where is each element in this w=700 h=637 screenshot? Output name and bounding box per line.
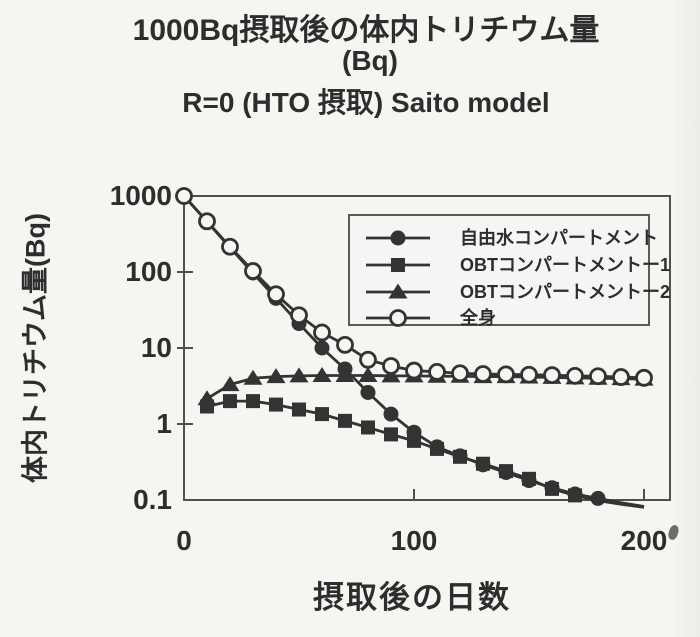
marker-filled-square (384, 427, 398, 442)
marker-open-circle (405, 361, 423, 380)
marker-filled-circle (567, 486, 583, 502)
marker-filled-triangle (266, 368, 286, 384)
marker-filled-circle (544, 480, 560, 496)
marker-open-circle (474, 365, 492, 383)
marker-filled-square (223, 394, 237, 409)
legend-label-whole-body: 全身 (460, 308, 496, 328)
marker-filled-triangle (289, 367, 309, 383)
marker-filled-triangle (220, 376, 240, 392)
chart-title: 1000Bq摂取後の体内トリチウム量 (132, 14, 600, 47)
legend-marker-filled-triangle (366, 283, 430, 299)
marker-filled-triangle (243, 369, 263, 385)
marker-open-circle (428, 362, 446, 381)
page-edge-shade (672, 0, 700, 637)
marker-filled-circle (498, 465, 514, 481)
marker-open-circle (313, 323, 331, 342)
marker-open-circle (221, 237, 239, 256)
marker-open-circle (451, 364, 469, 383)
y-tick-label-10: 10 (140, 332, 172, 363)
marker-filled-square (338, 413, 352, 428)
marker-filled-square (246, 394, 260, 409)
legend: 自由水コンパートメント OBTコンパートメントー1 OBTコンパートメントー2 … (348, 214, 670, 329)
legend-label-obt-1: OBTコンパートメントー1 (460, 255, 671, 275)
marker-filled-triangle (197, 390, 217, 406)
marker-filled-triangle (358, 366, 378, 382)
legend-label-obt-2: OBTコンパートメントー2 (460, 282, 671, 302)
marker-filled-circle (314, 340, 330, 356)
marker-open-circle (267, 285, 285, 304)
legend-item-free-water: 自由水コンパートメント (364, 227, 658, 249)
marker-open-circle (290, 306, 308, 325)
chart-subtitle-units: (Bq) (342, 45, 398, 76)
marker-filled-square (269, 397, 283, 412)
marker-filled-square (315, 407, 329, 422)
marker-filled-triangle (388, 283, 408, 299)
marker-open-circle (382, 357, 400, 375)
marker-open-circle (244, 262, 262, 280)
marker-open-circle (612, 368, 630, 386)
marker-open-circle (359, 350, 377, 369)
marker-filled-triangle (312, 366, 332, 382)
marker-open-circle (589, 367, 607, 386)
x-tick-label-100: 100 (390, 525, 438, 556)
marker-open-circle (198, 212, 216, 231)
marker-filled-circle (360, 384, 376, 400)
marker-filled-circle (590, 490, 606, 506)
y-tick-label-0p1: 0.1 (133, 484, 172, 515)
y-tick-label-1000: 1000 (109, 180, 172, 211)
marker-filled-circle (452, 448, 468, 464)
x-axis-title: 摂取後の日数 (313, 580, 511, 615)
marker-filled-circle (337, 361, 353, 377)
marker-filled-circle (390, 230, 406, 246)
marker-open-circle (566, 366, 584, 385)
legend-item-obt-2: OBTコンパートメントー2 (364, 281, 670, 303)
y-tick-label-100: 100 (125, 256, 172, 287)
marker-open-circle (520, 365, 538, 384)
y-tick-label-1: 1 (156, 408, 172, 439)
marker-open-circle (389, 309, 407, 327)
marker-filled-square (292, 402, 306, 417)
marker-filled-circle (383, 406, 399, 422)
marker-filled-square (361, 420, 375, 435)
legend-marker-filled-square (366, 258, 430, 272)
marker-open-circle (175, 187, 193, 205)
marker-filled-circle (406, 424, 422, 440)
legend-marker-filled-circle (366, 230, 430, 246)
legend-item-obt-1: OBTコンパートメントー1 (364, 254, 670, 276)
legend-label-free-water: 自由水コンパートメント (460, 228, 658, 248)
legend-item-whole-body: 全身 (364, 307, 496, 329)
marker-open-circle (336, 335, 354, 354)
legend-marker-open-circle (366, 309, 430, 327)
marker-filled-circle (475, 457, 491, 473)
x-tick-label-200: 200 (620, 525, 668, 556)
marker-open-circle (543, 366, 561, 384)
chart-subtitle-model: R=0 (HTO 摂取) Saito model (182, 87, 550, 118)
marker-filled-circle (521, 473, 537, 489)
marker-filled-circle (429, 439, 445, 455)
x-tick-label-0: 0 (176, 525, 192, 556)
marker-open-circle (635, 368, 653, 387)
marker-filled-square (391, 258, 405, 272)
marker-open-circle (497, 365, 515, 384)
